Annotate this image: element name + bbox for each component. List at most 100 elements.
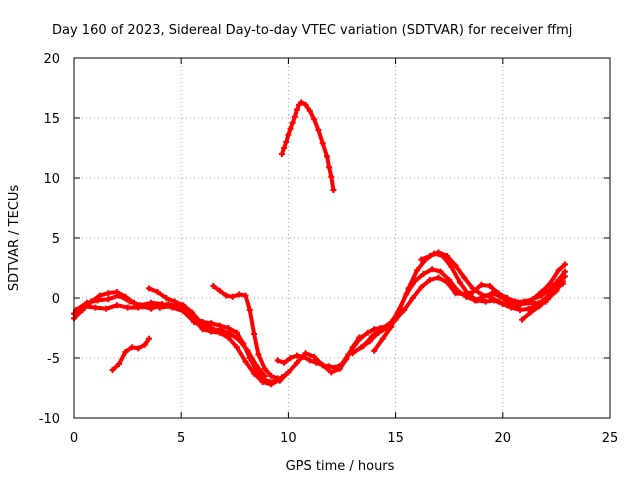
data-point: [343, 356, 350, 363]
series-trace-f: [210, 283, 281, 382]
data-point: [465, 291, 472, 298]
data-point: [244, 347, 251, 354]
data-point: [474, 297, 481, 304]
data-point: [253, 362, 260, 369]
data-point: [489, 290, 496, 297]
data-point: [364, 329, 371, 336]
data-point: [349, 350, 356, 357]
data-point: [251, 370, 258, 377]
data-point: [113, 302, 120, 309]
data-point: [197, 319, 204, 325]
y-tick-label: 10: [43, 172, 60, 187]
data-point: [418, 256, 425, 263]
data-point: [109, 367, 116, 373]
y-axis-label: SDTVAR / TECUs: [7, 185, 22, 292]
data-point: [259, 379, 266, 385]
data-point: [319, 140, 326, 147]
data-point: [281, 145, 288, 151]
series-trace-n: [519, 278, 566, 323]
data-point: [429, 266, 436, 273]
data-point: [323, 153, 330, 160]
data-point: [326, 164, 333, 171]
series-trace-d: [109, 335, 153, 373]
data-point: [225, 325, 232, 331]
data-point: [525, 305, 532, 312]
data-point: [504, 302, 511, 309]
data-point: [180, 308, 187, 315]
data-point: [371, 347, 378, 354]
data-point: [83, 299, 90, 306]
data-point: [319, 362, 326, 369]
data-point: [158, 301, 165, 307]
data-point: [135, 345, 142, 352]
data-series: [71, 99, 568, 388]
data-point: [261, 365, 268, 372]
data-point: [306, 107, 313, 114]
data-point: [437, 268, 444, 275]
data-point: [405, 285, 412, 292]
data-point: [289, 119, 296, 126]
data-point: [141, 341, 148, 348]
data-point: [285, 369, 292, 376]
data-point: [148, 299, 155, 306]
data-point: [446, 277, 453, 283]
data-point: [216, 287, 223, 294]
data-point: [444, 253, 451, 259]
data-point: [478, 281, 485, 288]
data-point: [538, 289, 545, 295]
data-point: [116, 361, 123, 367]
data-point: [328, 173, 335, 180]
data-point: [396, 305, 403, 312]
x-tick-label: 0: [70, 431, 78, 446]
x-axis-label: GPS time / hours: [286, 459, 395, 474]
data-point: [349, 344, 356, 351]
data-point: [191, 319, 198, 325]
series-trace-i: [278, 99, 337, 193]
data-point: [544, 296, 551, 303]
data-point: [251, 331, 258, 337]
data-point: [218, 327, 225, 334]
data-point: [126, 298, 133, 305]
data-point: [268, 373, 275, 379]
data-point: [512, 304, 519, 311]
data-point: [495, 298, 502, 305]
data-point: [229, 293, 236, 300]
y-tick-label: 15: [43, 112, 60, 127]
data-point: [281, 359, 288, 366]
data-point: [276, 377, 283, 384]
data-point: [426, 253, 433, 259]
data-point: [283, 139, 290, 145]
x-tick-label: 5: [177, 431, 185, 446]
x-tick-label: 20: [495, 431, 512, 446]
data-point: [486, 283, 493, 289]
data-point: [555, 267, 562, 274]
data-point: [379, 335, 386, 342]
data-point: [105, 296, 112, 303]
data-point: [418, 284, 425, 291]
data-point: [293, 359, 300, 366]
data-point: [516, 307, 523, 313]
data-point: [96, 292, 103, 299]
data-point: [452, 262, 459, 269]
data-point: [206, 323, 213, 330]
data-point: [233, 329, 240, 336]
data-point: [246, 307, 253, 313]
x-tick-label: 10: [280, 431, 297, 446]
data-point: [360, 343, 367, 349]
data-point: [546, 280, 553, 287]
data-point: [420, 271, 427, 277]
data-point: [414, 267, 421, 274]
data-point: [377, 326, 384, 333]
chart-title: Day 160 of 2023, Sidereal Day-to-day VTE…: [52, 23, 572, 38]
data-point: [92, 304, 99, 311]
data-point: [285, 131, 292, 138]
data-point: [306, 357, 313, 364]
data-point: [527, 309, 534, 316]
data-point: [223, 292, 230, 299]
data-point: [356, 334, 363, 341]
x-tick-label: 25: [602, 431, 619, 446]
data-point: [311, 116, 318, 123]
data-point: [169, 304, 176, 311]
data-point: [94, 297, 101, 304]
